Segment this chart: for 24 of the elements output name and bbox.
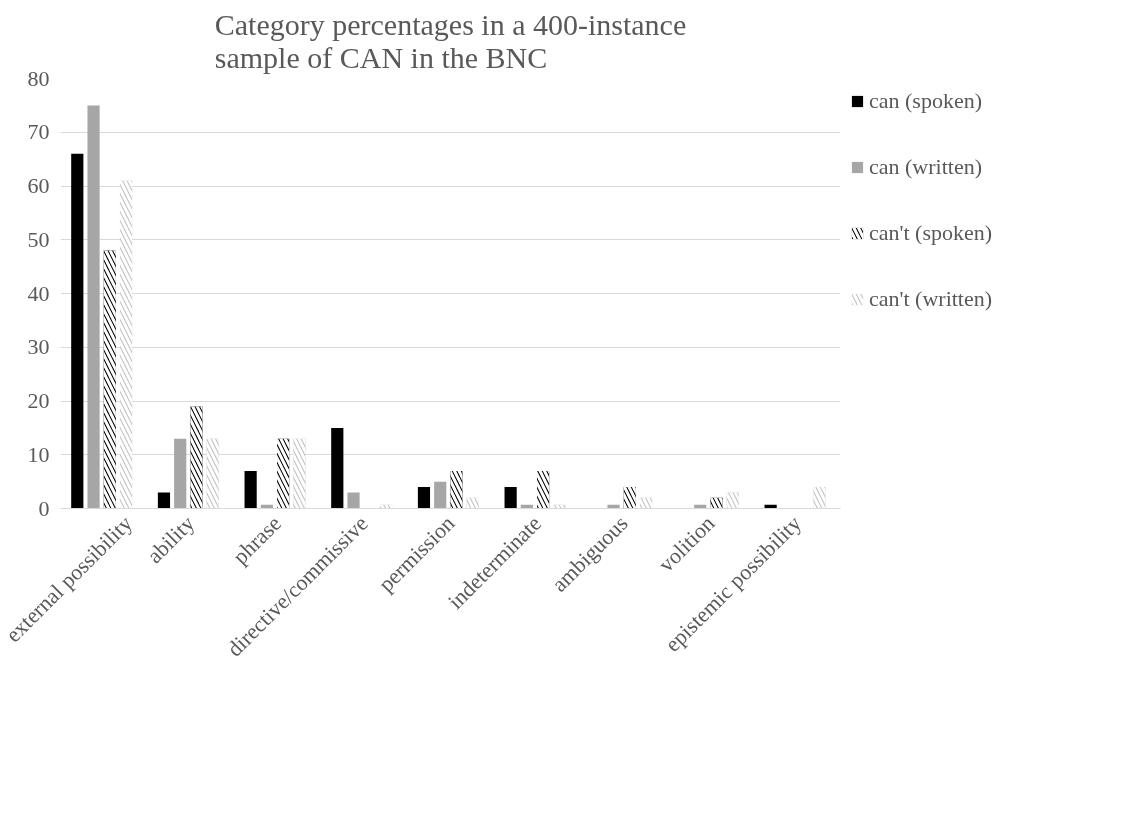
y-tick-label: 50 [27, 226, 50, 252]
bar [434, 481, 447, 509]
bar [504, 487, 517, 509]
legend-label: can't (spoken) [869, 220, 993, 246]
bar [347, 492, 360, 509]
y-tick-label: 20 [27, 388, 50, 413]
bar [417, 487, 431, 509]
y-tick-label: 40 [27, 280, 50, 306]
y-tick-label: 0 [38, 495, 50, 521]
chart-title: Category percentages in a 400-instance sample of CAN in the BNC [214, 7, 687, 74]
bar [331, 427, 344, 509]
y-tick-label: 10 [27, 441, 50, 467]
y-tick-label: 60 [27, 173, 50, 198]
bar [174, 438, 187, 509]
bar [87, 105, 100, 509]
y-tick-label: 70 [27, 119, 50, 145]
y-tick-label: 80 [27, 65, 50, 91]
y-tick-label: 30 [27, 334, 50, 360]
legend-label: can (spoken) [869, 88, 983, 114]
legend-label: can (written) [869, 154, 982, 180]
legend-label: can't (written) [869, 286, 993, 312]
bar [157, 492, 171, 509]
bar [71, 153, 84, 509]
bar [244, 470, 257, 509]
